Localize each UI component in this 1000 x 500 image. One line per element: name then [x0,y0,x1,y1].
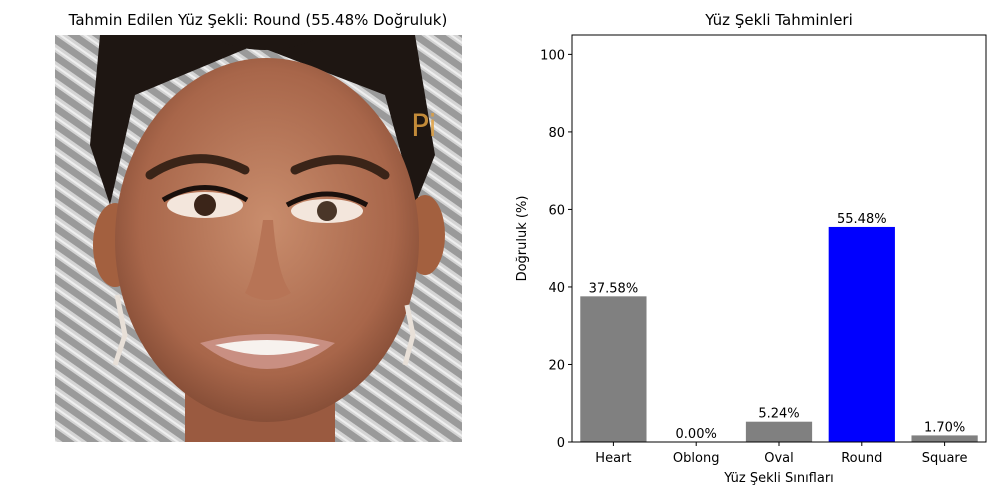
watermark: Pi [411,109,437,144]
plot-frame [571,34,987,443]
y-tick-label: 100 [540,48,565,63]
face-photo: Pi [55,35,462,442]
bar-oval [745,421,813,442]
bar-value-label: 0.00% [676,427,717,442]
y-tick-label: 40 [548,281,565,296]
chart-title: Yüz Şekli Tahminleri [705,11,853,29]
bar-value-label: 1.70% [924,420,965,435]
y-tick-label: 20 [548,358,565,373]
bar-value-label: 55.48% [837,212,887,227]
bar-value-label: 37.58% [589,281,639,296]
x-tick-label: Heart [595,451,631,466]
bar-round [828,226,895,442]
x-tick-label: Oblong [673,451,720,466]
x-tick-label: Round [841,451,882,466]
y-tick-label: 0 [557,436,565,451]
x-tick-label: Square [922,451,968,466]
x-axis-label: Yüz Şekli Sınıfları [723,471,834,486]
bar-square [911,435,978,442]
image-title: Tahmin Edilen Yüz Şekli: Round (55.48% D… [68,11,448,29]
face-photo-drawing [55,35,462,442]
y-tick-label: 60 [548,203,565,218]
x-tick-label: Oval [764,451,794,466]
y-axis-label: Doğruluk (%) [515,196,530,282]
bar-heart [580,296,647,442]
y-tick-label: 80 [548,126,565,141]
bar-value-label: 5.24% [758,407,799,422]
